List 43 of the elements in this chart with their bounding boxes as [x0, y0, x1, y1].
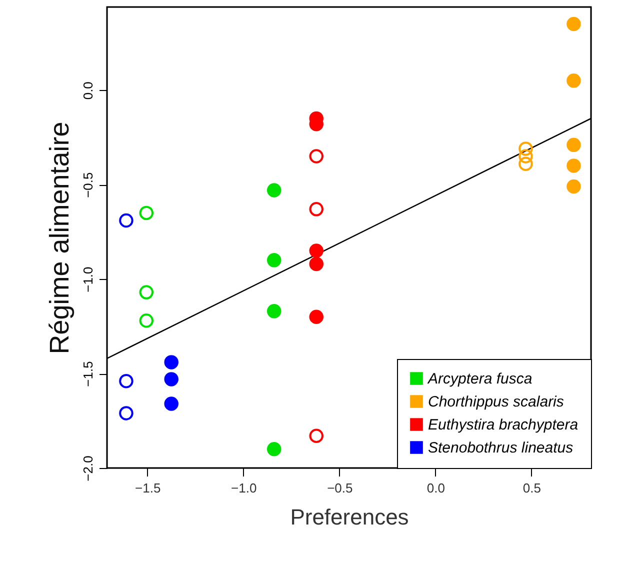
point	[266, 442, 282, 456]
legend-label: Arcyptera fusca	[427, 370, 532, 388]
y-axis-title: Régime alimentaire	[44, 122, 74, 354]
point	[139, 314, 154, 328]
point	[309, 149, 324, 164]
y-tick-label: 0.0	[80, 82, 96, 100]
legend-label: Chorthippus scalaris	[428, 394, 564, 410]
point	[309, 256, 324, 272]
point	[139, 285, 154, 300]
point	[309, 428, 324, 443]
y-tick-label: −2.0	[80, 456, 96, 482]
point	[566, 179, 581, 194]
point	[566, 74, 581, 88]
x-tick-label: 0.5	[522, 480, 541, 496]
point	[309, 244, 324, 258]
point	[266, 304, 282, 318]
point	[518, 142, 533, 156]
point	[164, 396, 178, 411]
legend-label: Euthystira brachyptera	[428, 416, 578, 434]
point	[309, 310, 324, 324]
point	[119, 374, 134, 388]
point	[266, 253, 282, 268]
x-tick-label: −0.5	[327, 480, 353, 496]
point	[164, 372, 178, 386]
point	[309, 202, 324, 216]
point	[566, 158, 581, 173]
point	[119, 406, 134, 420]
point	[566, 138, 581, 152]
x-tick-label: −1.5	[134, 480, 161, 496]
x-tick-label: −1.0	[231, 480, 257, 496]
point	[139, 206, 154, 220]
point	[119, 213, 134, 228]
x-tick-label: 0.0	[426, 480, 445, 496]
point	[566, 16, 581, 32]
legend-label: Stenobothrus lineatus	[428, 440, 574, 456]
point	[164, 355, 178, 370]
point	[518, 156, 533, 171]
x-axis-title: Preferences	[290, 504, 409, 530]
y-tick-label: −1.0	[80, 266, 96, 292]
y-tick-label: −0.5	[80, 172, 96, 198]
point	[266, 183, 282, 198]
point	[518, 149, 533, 164]
y-tick-label: −1.5	[80, 361, 96, 387]
